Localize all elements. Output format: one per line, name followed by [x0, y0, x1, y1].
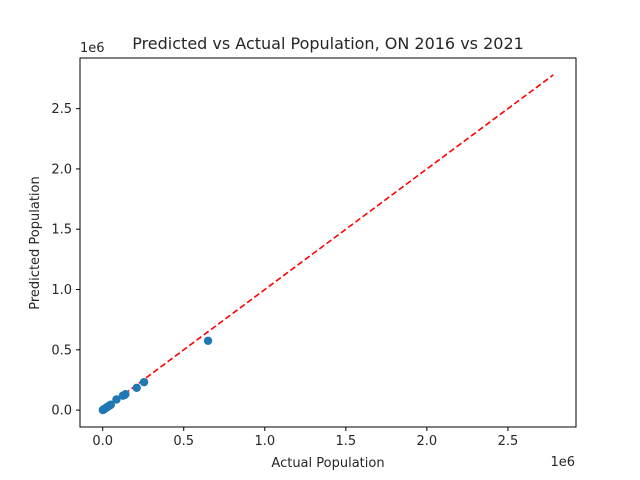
x-tick-label: 2.0: [417, 434, 438, 449]
data-point: [203, 336, 213, 345]
y-tick-label: 2.0: [51, 162, 72, 177]
x-tick-label: 1.0: [254, 434, 275, 449]
y-tick-label: 1.5: [51, 223, 72, 238]
y-offset-label: 1e6: [80, 41, 105, 56]
x-axis-label: Actual Population: [271, 456, 384, 471]
plot-area: [98, 74, 554, 415]
data-point: [112, 395, 121, 404]
x-tick-label: 0.0: [92, 434, 113, 449]
y-tick-label: 1.0: [51, 283, 72, 298]
reference-line: [102, 74, 554, 411]
y-tick-label: 2.5: [51, 102, 72, 117]
data-point: [132, 383, 141, 393]
axes: 0.0 0.5 1.0 1.5 2.0 2.5 0.0 0.5 1.0 1.5 2.0 2.5: [51, 57, 577, 449]
data-point: [106, 400, 115, 409]
plot-marks: [98, 74, 554, 415]
data-point: [121, 390, 130, 399]
x-offset-label: 1e6: [550, 455, 575, 470]
y-axis-label: Predicted Population: [28, 176, 43, 309]
x-tick-label: 1.5: [335, 434, 356, 449]
y-tick-label: 0.5: [51, 343, 72, 358]
y-tick-label: 0.0: [51, 404, 72, 419]
data-point: [139, 377, 149, 387]
x-tick-label: 2.5: [498, 434, 519, 449]
axes-frame: [79, 57, 577, 428]
x-tick-label: 0.5: [173, 434, 194, 449]
chart-title: Predicted vs Actual Population, ON 2016 …: [132, 34, 524, 53]
